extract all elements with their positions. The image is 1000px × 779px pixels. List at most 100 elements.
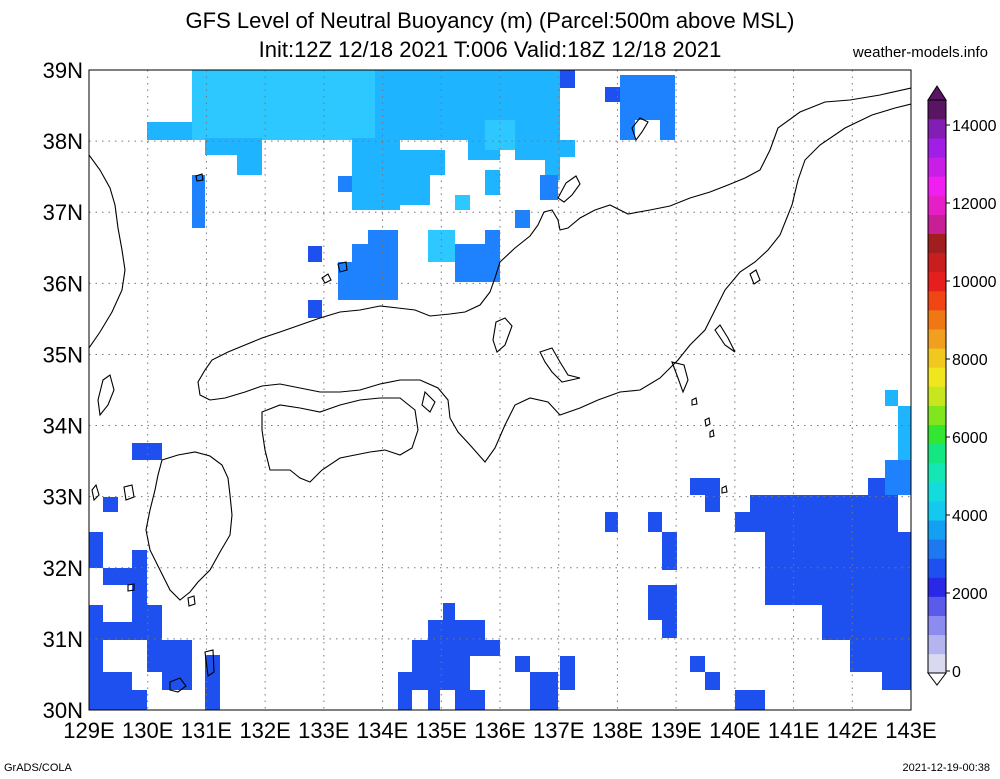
coastline	[127, 583, 135, 592]
colorbar-segment	[928, 367, 946, 387]
colorbar-segment	[928, 100, 946, 120]
field-cell	[705, 672, 720, 690]
coastline	[492, 317, 513, 353]
source-credit: weather-models.info	[852, 44, 988, 61]
colorbar-segment	[928, 119, 946, 139]
field-cell	[132, 605, 162, 640]
lon-label: 131E	[181, 718, 232, 743]
lon-label: 142E	[827, 718, 878, 743]
field-cell	[308, 246, 322, 262]
field-cell	[660, 120, 675, 140]
coastline	[91, 483, 100, 502]
field-cell	[132, 690, 147, 710]
field-cell	[103, 568, 132, 585]
chart-title: GFS Level of Neutral Buoyancy (m) (Parce…	[185, 8, 795, 33]
coastline	[145, 451, 233, 601]
colorbar-label: 2000	[952, 586, 988, 603]
lat-label: 33N	[43, 485, 83, 510]
lon-label: 138E	[592, 718, 643, 743]
field-cell	[132, 550, 147, 605]
colorbar-segment	[928, 501, 946, 521]
lon-label: 133E	[298, 718, 349, 743]
field-cell	[648, 512, 662, 532]
colorbar-segment	[928, 310, 946, 330]
field-cell	[898, 406, 911, 460]
field-cell	[147, 640, 192, 672]
field-cell	[868, 478, 885, 495]
field-cell	[765, 532, 911, 605]
coastline	[671, 361, 689, 394]
lon-label: 140E	[709, 718, 760, 743]
field-cell	[192, 175, 205, 192]
lat-label: 35N	[43, 342, 83, 367]
field-cell	[89, 605, 103, 622]
colorbar-segment	[928, 329, 946, 349]
field-cell	[690, 478, 720, 495]
field-cell	[735, 512, 750, 532]
field-cell	[400, 150, 445, 175]
field-cell	[443, 603, 455, 620]
field-cell	[885, 390, 898, 406]
field-cell	[132, 443, 162, 460]
coastline	[721, 485, 728, 494]
colorbar-segment	[928, 252, 946, 273]
colorbar-segment	[928, 596, 946, 616]
field-cell	[515, 125, 560, 160]
colorbar-segment	[928, 615, 946, 636]
colorbar-segment	[928, 348, 946, 368]
colorbar-segment	[928, 424, 946, 445]
field-cell	[192, 70, 375, 140]
colorbar-segment	[928, 443, 946, 464]
coastline	[749, 269, 761, 285]
field-cell	[89, 672, 132, 710]
coastline	[709, 429, 715, 438]
colorbar-segment	[928, 577, 946, 597]
coastline	[89, 154, 126, 349]
field-cell	[455, 690, 485, 710]
colorbar-segment	[928, 634, 946, 655]
field-cell	[885, 460, 911, 495]
colorbar-label: 6000	[952, 430, 988, 447]
field-cell	[540, 175, 558, 200]
colorbar-frame	[927, 99, 947, 674]
footer-software: GrADS/COLA	[4, 762, 72, 774]
field-cell	[147, 122, 192, 140]
colorbar-bottom-arrow	[927, 672, 947, 686]
field-cell	[662, 620, 677, 638]
coastline	[209, 103, 911, 463]
field-cell	[428, 690, 440, 710]
field-cell	[205, 138, 262, 155]
colorbar-segment	[928, 539, 946, 559]
field-cell	[400, 175, 430, 205]
gridlines	[89, 70, 911, 710]
field-cell	[455, 244, 500, 282]
field-cell	[398, 672, 412, 710]
coastline	[204, 649, 215, 677]
field-cell	[750, 495, 898, 532]
field-cell	[648, 585, 677, 620]
field-cell	[205, 655, 220, 710]
colorbar-segment	[928, 653, 946, 674]
coastline	[704, 417, 711, 427]
coastline	[714, 324, 736, 353]
field-cell	[620, 120, 635, 140]
coastline	[557, 175, 581, 203]
field-cell	[338, 262, 368, 300]
field-cell	[515, 656, 530, 672]
coastline	[197, 87, 911, 401]
field-cell	[412, 656, 470, 690]
field-cell	[620, 75, 675, 120]
field-cell	[560, 70, 575, 88]
lon-label: 134E	[357, 718, 408, 743]
colorbar-segment	[928, 386, 946, 406]
field-cell	[237, 155, 262, 175]
lon-label: 135E	[416, 718, 467, 743]
field-cell	[690, 656, 705, 672]
field-cell	[882, 672, 911, 690]
lat-label: 34N	[43, 414, 83, 439]
field-cell	[735, 690, 765, 710]
colorbar-segment	[928, 138, 946, 158]
coastline	[539, 347, 581, 383]
colorbar: 14000 12000 10000 8000 6000 4000 2000 0	[927, 85, 997, 686]
colorbar-segment	[928, 462, 946, 483]
